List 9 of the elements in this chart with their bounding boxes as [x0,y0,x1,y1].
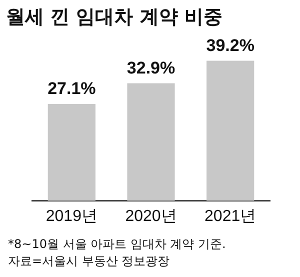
data-label: 27.1% [48,79,96,98]
data-label: 32.9% [126,58,176,78]
text: *8~10월 서울 아파트 임대차 계약 기준. [8,236,226,253]
x-tick-label: 2021년 [204,208,256,225]
data-label: 39.2% [206,36,254,55]
chart-title: 월세 낀 임대차 계약 비중 [6,5,222,30]
x-tick-label: 2019년 [46,208,98,225]
text: 자료=서울시 부동산 정보광장 [8,253,171,270]
x-tick-label: 2020년 [125,208,177,225]
